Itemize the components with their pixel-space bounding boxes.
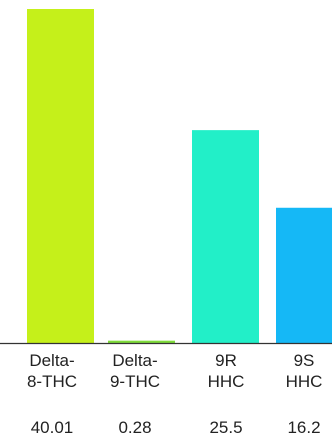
category-label-2-line-1: HHC [208,372,245,391]
bar-1 [108,340,175,343]
bar-0 [27,9,94,343]
category-label-0-line-1: 8-THC [27,372,77,391]
bar-3 [276,207,332,343]
value-label-0: 40.01 [31,418,74,437]
category-label-2-line-0: 9R [215,351,237,370]
value-label-2: 25.5 [209,418,242,437]
category-label-3-line-1: HHC [286,372,323,391]
category-label-3-line-0: 9S [294,351,315,370]
bar-2 [192,130,259,343]
value-label-1: 0.28 [118,418,151,437]
category-label-1-line-1: 9-THC [110,372,160,391]
category-label-1-line-0: Delta- [112,351,157,370]
category-label-0-line-0: Delta- [29,351,74,370]
value-label-3: 16.2 [287,418,320,437]
